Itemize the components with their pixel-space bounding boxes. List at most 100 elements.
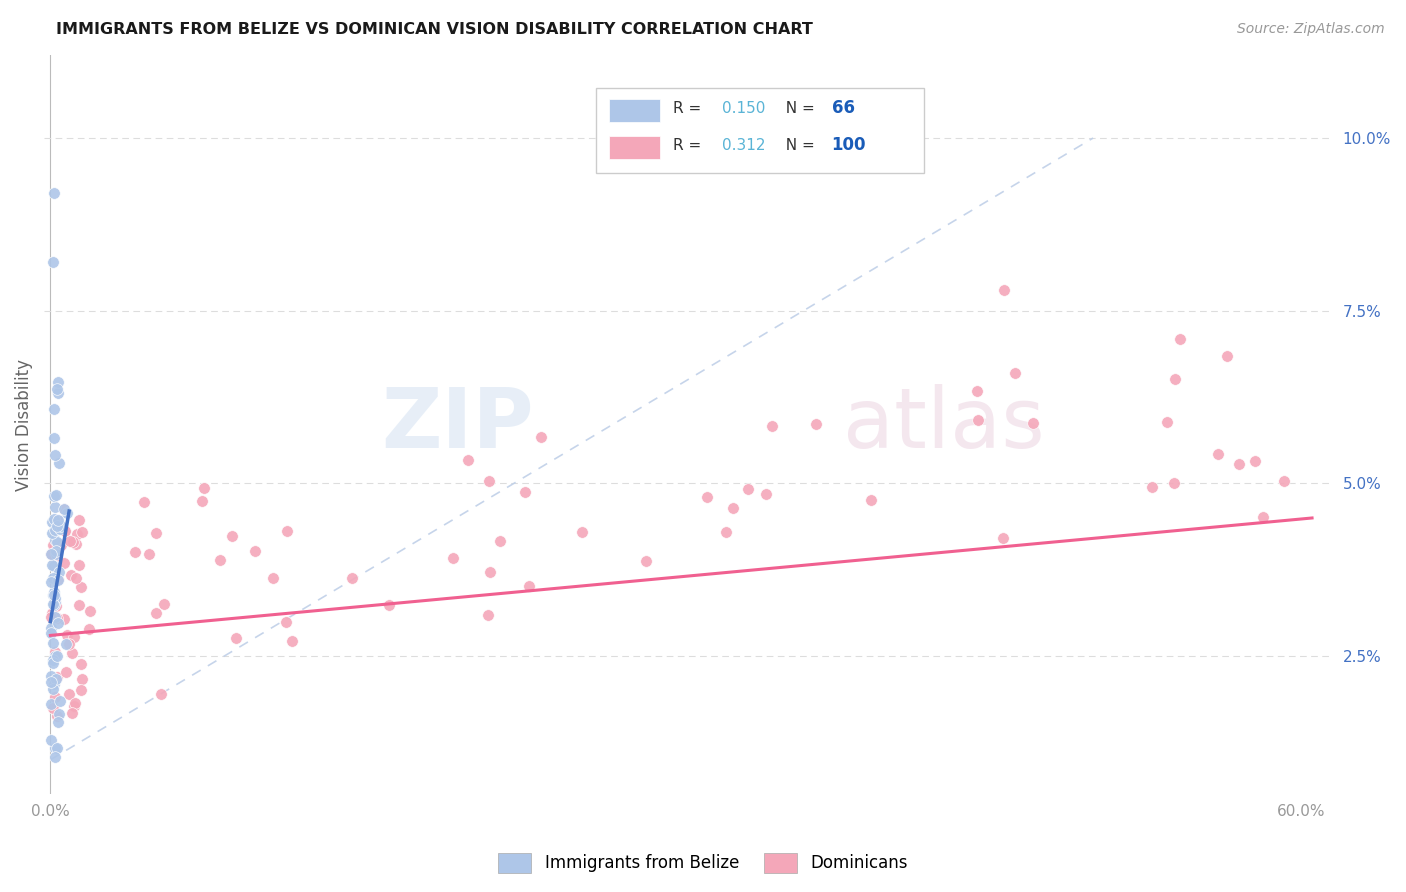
- Point: [39, 675, 62, 690]
- Point: [44, 690, 66, 705]
- Point: [245, 544, 267, 558]
- Text: 0.150: 0.150: [723, 101, 765, 116]
- Point: [45, 611, 67, 625]
- Text: R =: R =: [673, 138, 706, 153]
- Point: [761, 419, 783, 434]
- Point: [45, 513, 67, 527]
- Point: [56, 628, 79, 642]
- Point: [58, 687, 80, 701]
- Point: [44, 741, 66, 756]
- Point: [45, 709, 67, 723]
- Point: [65, 527, 87, 541]
- Point: [280, 634, 302, 648]
- Point: [42, 255, 65, 269]
- Point: [42, 538, 65, 552]
- Point: [39, 547, 62, 561]
- Text: atlas: atlas: [844, 384, 1045, 466]
- Point: [46, 616, 69, 631]
- Point: [55, 524, 77, 538]
- Point: [124, 545, 146, 559]
- Point: [49, 694, 72, 708]
- Point: [53, 524, 76, 538]
- Point: [44, 500, 66, 514]
- Point: [138, 547, 160, 561]
- Point: [479, 565, 502, 579]
- Point: [59, 568, 82, 582]
- Point: [52, 612, 75, 626]
- Point: [44, 595, 66, 609]
- Point: [52, 502, 75, 516]
- Point: [150, 687, 173, 701]
- Point: [44, 533, 66, 547]
- Point: [993, 283, 1015, 297]
- Point: [1142, 480, 1164, 494]
- Point: [39, 697, 62, 711]
- Point: [48, 565, 70, 579]
- Point: [60, 706, 83, 720]
- Y-axis label: Vision Disability: Vision Disability: [15, 359, 32, 491]
- Point: [1163, 475, 1185, 490]
- Point: [1164, 371, 1187, 385]
- Point: [274, 615, 297, 629]
- Point: [634, 554, 657, 568]
- Point: [993, 531, 1015, 545]
- Point: [696, 490, 718, 504]
- Point: [45, 518, 67, 533]
- Point: [571, 525, 593, 540]
- Point: [755, 486, 778, 500]
- Point: [60, 646, 83, 660]
- Point: [39, 610, 62, 624]
- Point: [225, 631, 247, 645]
- Point: [70, 683, 93, 698]
- Point: [1022, 417, 1045, 431]
- Point: [45, 543, 67, 558]
- FancyBboxPatch shape: [609, 99, 661, 122]
- Point: [45, 599, 67, 613]
- Text: 66: 66: [831, 99, 855, 118]
- Point: [65, 571, 87, 585]
- Point: [42, 657, 65, 671]
- Point: [42, 550, 65, 565]
- Point: [44, 523, 66, 537]
- Point: [46, 514, 69, 528]
- Point: [45, 672, 67, 686]
- Point: [1253, 509, 1275, 524]
- Text: 100: 100: [831, 136, 866, 154]
- Point: [42, 572, 65, 586]
- Point: [41, 515, 63, 529]
- Point: [276, 524, 298, 538]
- Point: [478, 475, 501, 489]
- Point: [530, 430, 553, 444]
- Point: [1004, 366, 1026, 380]
- Point: [45, 535, 67, 549]
- Point: [67, 598, 90, 612]
- Point: [45, 488, 67, 502]
- Point: [45, 517, 67, 532]
- Point: [42, 682, 65, 697]
- Point: [1156, 415, 1178, 429]
- Point: [46, 518, 69, 533]
- Point: [41, 636, 63, 650]
- Point: [39, 575, 62, 590]
- Text: 0.312: 0.312: [723, 138, 765, 153]
- Point: [1227, 458, 1250, 472]
- Point: [45, 670, 67, 684]
- Point: [44, 750, 66, 764]
- Point: [209, 553, 232, 567]
- Point: [42, 585, 65, 599]
- Point: [39, 626, 62, 640]
- Point: [41, 622, 63, 636]
- Point: [191, 494, 214, 508]
- Point: [517, 579, 540, 593]
- Point: [67, 558, 90, 572]
- Point: [55, 637, 77, 651]
- Point: [39, 669, 62, 683]
- Point: [477, 608, 499, 623]
- Point: [967, 413, 990, 427]
- Point: [42, 401, 65, 416]
- Point: [42, 653, 65, 667]
- Point: [48, 706, 70, 721]
- Point: [39, 547, 62, 561]
- Point: [1244, 453, 1267, 467]
- Point: [41, 607, 63, 621]
